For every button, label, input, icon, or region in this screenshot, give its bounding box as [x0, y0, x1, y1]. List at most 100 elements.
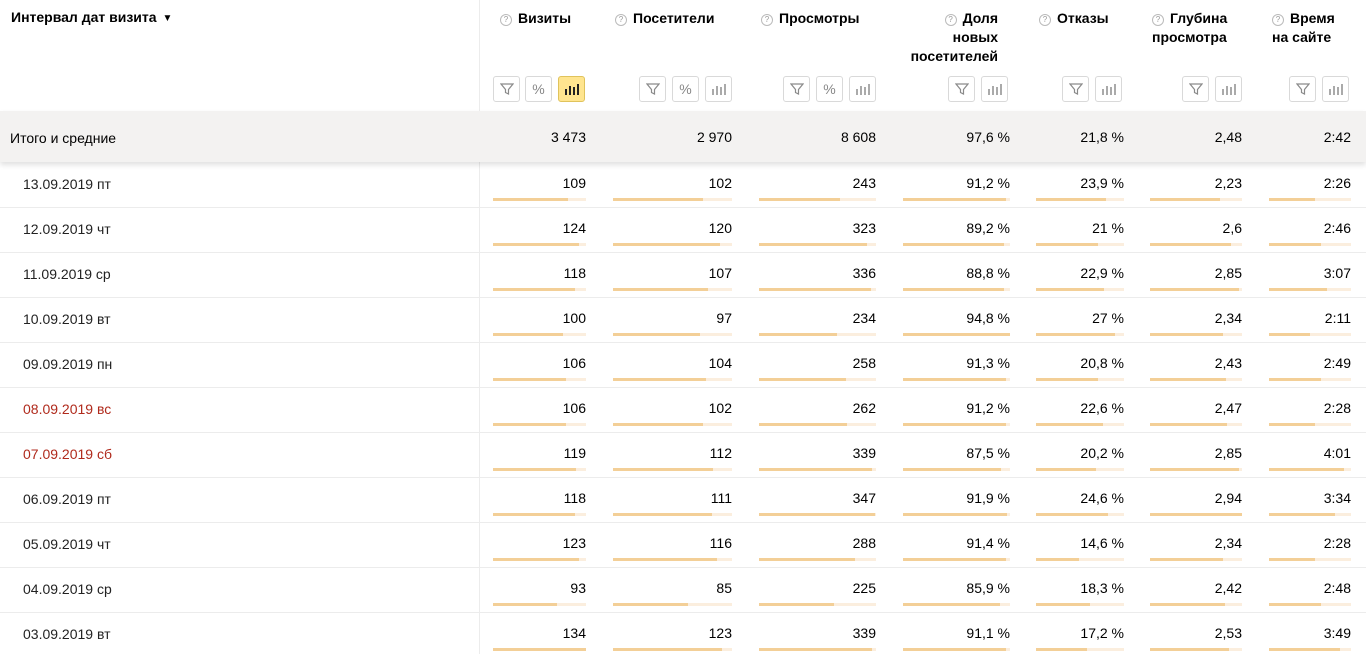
percent-button[interactable]: % [525, 76, 552, 102]
metric-cell: 22,6 % [1036, 388, 1124, 432]
value-bar [759, 648, 873, 651]
percent-button[interactable]: % [672, 76, 699, 102]
filter-button[interactable] [1182, 76, 1209, 102]
metric-header-bounces[interactable]: ? Отказы [1039, 9, 1109, 28]
value-bar [1036, 513, 1109, 516]
filter-button[interactable] [948, 76, 975, 102]
filter-button[interactable] [639, 76, 666, 102]
metric-value: 2:28 [1323, 400, 1351, 416]
filter-button[interactable] [783, 76, 810, 102]
row-date[interactable]: 09.09.2019 пн [23, 356, 113, 372]
metric-header-visits[interactable]: ? Визиты [500, 9, 571, 28]
filter-icon [954, 83, 969, 95]
table-row[interactable]: 11.09.2019 ср 118 107 336 88,8 % 22,9 % 2,85 3:… [0, 253, 1366, 298]
metric-value: 2,94 [1214, 490, 1242, 506]
table-row[interactable]: 12.09.2019 чт 124 120 323 89,2 % 21 % 2,6 2:46 [0, 208, 1366, 253]
bars-button[interactable] [558, 76, 585, 102]
metric-value: 106 [562, 400, 586, 416]
metric-cell: 2:28 [1269, 523, 1351, 567]
table-row[interactable]: 09.09.2019 пн 106 104 258 91,3 % 20,8 % 2,43 2:… [0, 343, 1366, 388]
metric-cell: 104 [613, 343, 732, 387]
metric-header-new-visitors[interactable]: ? Доля новых посетителей [898, 9, 998, 66]
metric-cell: 87,5 % [903, 433, 1010, 477]
value-bar [1036, 468, 1096, 471]
metric-cell: 20,8 % [1036, 343, 1124, 387]
table-row[interactable]: 04.09.2019 ср 93 85 225 85,9 % 18,3 % 2,42 2:48 [0, 568, 1366, 613]
metric-header-time[interactable]: ? Время на сайте [1272, 9, 1344, 47]
metric-cell: 243 [759, 163, 876, 207]
metric-header-label: Глубина просмотра [1152, 10, 1228, 45]
metric-header-pageviews[interactable]: ? Просмотры [761, 9, 860, 28]
metric-cell: 124 [493, 208, 586, 252]
row-date[interactable]: 11.09.2019 ср [23, 266, 111, 282]
metric-cell: 112 [613, 433, 732, 477]
table-row[interactable]: 06.09.2019 пт 118 111 347 91,9 % 24,6 % 2,94 3:… [0, 478, 1366, 523]
metric-cell: 102 [613, 388, 732, 432]
table-row[interactable]: 05.09.2019 чт 123 116 288 91,4 % 14,6 % 2,34 2:… [0, 523, 1366, 568]
value-bar-track [903, 288, 1010, 291]
row-date[interactable]: 04.09.2019 ср [23, 581, 112, 597]
row-date[interactable]: 03.09.2019 вт [23, 626, 111, 642]
table-row[interactable]: 03.09.2019 вт 134 123 339 91,1 % 17,2 % 2,53 3:… [0, 613, 1366, 654]
value-bar-track [903, 603, 1010, 606]
bars-icon [711, 84, 726, 95]
table-row[interactable]: 07.09.2019 сб 119 112 339 87,5 % 20,2 % 2,85 4:… [0, 433, 1366, 478]
table-row[interactable]: 13.09.2019 пт 109 102 243 91,2 % 23,9 % 2,23 2:… [0, 163, 1366, 208]
value-bar [493, 468, 576, 471]
value-bar-track [903, 333, 1010, 336]
sort-arrow-icon[interactable]: ▼ [162, 13, 173, 24]
table-row[interactable]: 08.09.2019 вс 106 102 262 91,2 % 22,6 % 2,47 2:… [0, 388, 1366, 433]
percent-button[interactable]: % [816, 76, 843, 102]
value-bar [493, 423, 567, 426]
bars-button[interactable] [1322, 76, 1349, 102]
metric-cell: 18,3 % [1036, 568, 1124, 612]
help-icon[interactable]: ? [615, 14, 627, 26]
row-date[interactable]: 07.09.2019 сб [23, 446, 112, 462]
metric-value: 3:07 [1323, 265, 1351, 281]
row-date[interactable]: 13.09.2019 пт [23, 176, 111, 192]
value-bar [493, 603, 558, 606]
metric-cell: 225 [759, 568, 876, 612]
metric-value: 339 [852, 625, 876, 641]
bars-button[interactable] [705, 76, 732, 102]
value-bar-track [1150, 558, 1242, 561]
row-date[interactable]: 05.09.2019 чт [23, 536, 111, 552]
value-bar-track [1269, 513, 1351, 516]
row-date[interactable]: 08.09.2019 вс [23, 401, 112, 417]
dimension-header[interactable]: Интервал дат визита ▼ [11, 9, 172, 25]
metric-value: 120 [708, 220, 732, 236]
value-bar [613, 243, 721, 246]
value-bar [493, 198, 569, 201]
filter-button[interactable] [1289, 76, 1316, 102]
metric-value: 89,2 % [966, 220, 1010, 236]
filter-button[interactable] [493, 76, 520, 102]
table-row[interactable]: 10.09.2019 вт 100 97 234 94,8 % 27 % 2,34 2:11 [0, 298, 1366, 343]
bars-button[interactable] [1215, 76, 1242, 102]
bars-icon [855, 84, 870, 95]
value-bar-track [759, 378, 876, 381]
help-icon[interactable]: ? [500, 14, 512, 26]
help-icon[interactable]: ? [944, 14, 957, 26]
metric-cell: 2:46 [1269, 208, 1351, 252]
value-bar-track [493, 243, 586, 246]
value-bar [1269, 423, 1315, 426]
bars-button[interactable] [1095, 76, 1122, 102]
filter-button[interactable] [1062, 76, 1089, 102]
metric-header-depth[interactable]: ? Глубина просмотра [1152, 9, 1242, 47]
help-icon[interactable]: ? [1039, 14, 1051, 26]
value-bar-track [1269, 378, 1351, 381]
help-icon[interactable]: ? [1272, 14, 1284, 26]
help-icon[interactable]: ? [761, 14, 773, 26]
bars-button[interactable] [981, 76, 1008, 102]
value-bar-track [759, 603, 876, 606]
row-date[interactable]: 06.09.2019 пт [23, 491, 111, 507]
metric-value: 20,2 % [1080, 445, 1124, 461]
row-date[interactable]: 12.09.2019 чт [23, 221, 111, 237]
bars-button[interactable] [849, 76, 876, 102]
metric-header-visitors[interactable]: ? Посетители [615, 9, 714, 28]
row-date[interactable]: 10.09.2019 вт [23, 311, 111, 327]
value-bar [903, 333, 1010, 336]
value-bar [903, 468, 1002, 471]
help-icon[interactable]: ? [1152, 14, 1164, 26]
metric-value: 258 [852, 355, 876, 371]
